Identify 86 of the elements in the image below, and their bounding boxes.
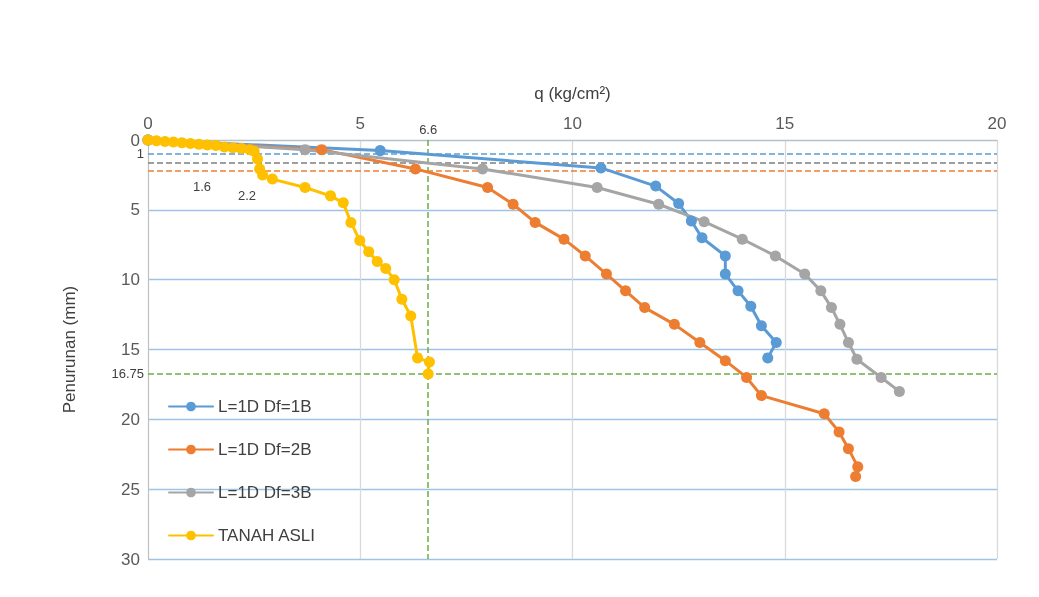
y-tick-label: 25 [121, 479, 140, 499]
legend-label: TANAH ASLI [218, 526, 315, 545]
point [719, 250, 731, 262]
point [852, 461, 864, 473]
ref-line-label: 2.2 [238, 187, 257, 203]
point [374, 145, 386, 157]
point [875, 371, 887, 383]
y-tick-label: 30 [121, 549, 140, 569]
point [405, 310, 417, 322]
point [696, 232, 708, 244]
point [325, 190, 337, 202]
point [507, 198, 519, 210]
point [755, 390, 767, 402]
point [299, 144, 311, 156]
point [396, 293, 408, 305]
point [345, 216, 357, 228]
y-tick-label: 5 [130, 200, 140, 220]
point [769, 250, 781, 262]
point [422, 368, 434, 380]
point [834, 318, 846, 330]
point [653, 198, 665, 210]
point [252, 153, 264, 165]
point [266, 173, 278, 185]
point [732, 285, 744, 297]
point [388, 274, 400, 286]
point [736, 233, 748, 245]
legend-label: L=1D Df=3B [218, 483, 312, 502]
point [825, 302, 837, 314]
point [842, 337, 854, 349]
ref-line-label: 6.6 [419, 122, 438, 137]
y-axis-title: Penurunan (mm) [60, 285, 79, 414]
point [850, 471, 862, 483]
ref-line-label: 1.6 [193, 179, 212, 195]
x-tick-label: 0 [143, 114, 153, 133]
point [842, 443, 854, 455]
point [354, 235, 366, 247]
point [363, 246, 375, 258]
point [685, 215, 697, 227]
point [719, 355, 731, 367]
point [815, 285, 827, 297]
point [337, 197, 349, 209]
point [579, 250, 591, 262]
point [818, 408, 830, 420]
ref-line-label: 16.75 [111, 366, 144, 382]
point [755, 320, 767, 332]
point [741, 371, 753, 383]
point [799, 268, 811, 280]
point [591, 181, 603, 193]
legend-label: L=1D Df=2B [218, 440, 312, 459]
point [299, 181, 311, 193]
point [595, 162, 607, 174]
point [600, 268, 612, 280]
point [745, 300, 757, 312]
point [650, 180, 662, 192]
point [482, 181, 494, 193]
y-tick-label: 20 [121, 409, 140, 429]
point [477, 163, 489, 175]
point [668, 318, 680, 330]
point [412, 352, 424, 364]
point [620, 285, 632, 297]
legend-label: L=1D Df=1B [218, 397, 312, 416]
point [833, 426, 845, 438]
point [762, 352, 774, 364]
x-tick-label: 20 [987, 114, 1007, 133]
point [529, 216, 541, 228]
point [558, 233, 570, 245]
point [851, 353, 863, 365]
x-axis-title: q (kg/cm²) [534, 84, 611, 103]
x-tick-label: 15 [775, 114, 795, 133]
y-tick-label: 10 [121, 270, 140, 290]
x-tick-label: 5 [355, 114, 365, 133]
point [893, 385, 905, 397]
point [409, 163, 421, 175]
y-tick-label: 15 [121, 340, 140, 359]
point [719, 268, 731, 280]
point [639, 302, 651, 314]
point [380, 263, 392, 274]
x-tick-label: 10 [563, 114, 582, 133]
point [371, 256, 383, 268]
point [698, 216, 710, 228]
point [694, 337, 706, 349]
point [257, 169, 269, 181]
point [673, 198, 685, 210]
point [316, 144, 328, 156]
point [770, 337, 782, 349]
point [423, 356, 435, 368]
